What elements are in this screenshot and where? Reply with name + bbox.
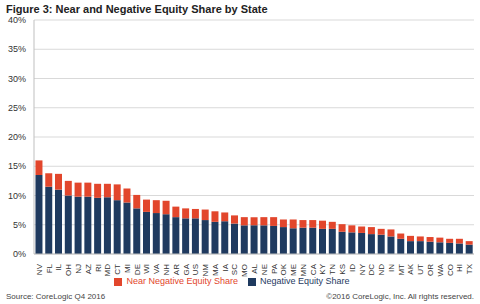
svg-text:NJ: NJ bbox=[74, 264, 83, 274]
html-text:Source: CoreLogic Q4 2016: Source: CoreLogic Q4 2016 bbox=[6, 292, 106, 301]
svg-text:5%: 5% bbox=[13, 220, 26, 230]
svg-text:HI: HI bbox=[455, 264, 464, 272]
svg-text:VA: VA bbox=[152, 263, 161, 274]
svg-text:CO: CO bbox=[446, 264, 455, 276]
svg-text:TX: TX bbox=[465, 263, 472, 274]
svg-text:KY: KY bbox=[318, 263, 327, 274]
svg-text:35%: 35% bbox=[8, 44, 26, 54]
svg-text:PA: PA bbox=[270, 263, 279, 274]
svg-text:15%: 15% bbox=[8, 161, 26, 171]
svg-text:OK: OK bbox=[279, 263, 288, 275]
svg-text:NE: NE bbox=[260, 264, 269, 275]
svg-text:30%: 30% bbox=[8, 74, 26, 84]
svg-text:FL: FL bbox=[45, 263, 54, 273]
svg-text:NV: NV bbox=[35, 263, 44, 275]
svg-text:AL: AL bbox=[250, 263, 259, 273]
svg-text:0%: 0% bbox=[13, 249, 26, 259]
svg-text:20%: 20% bbox=[8, 132, 26, 142]
svg-text:ME: ME bbox=[289, 264, 298, 276]
svg-text:OH: OH bbox=[64, 264, 73, 276]
svg-text:DE: DE bbox=[133, 264, 142, 275]
svg-text:MN: MN bbox=[299, 264, 308, 277]
svg-text:AK: AK bbox=[406, 263, 415, 274]
html-text:Near Negative Equity Share: Near Negative Equity Share bbox=[126, 276, 238, 286]
svg-text:DC: DC bbox=[367, 264, 376, 276]
svg-text:WI: WI bbox=[142, 264, 151, 274]
svg-text:MA: MA bbox=[211, 263, 220, 276]
svg-text:ID: ID bbox=[348, 264, 357, 272]
svg-text:CT: CT bbox=[113, 264, 122, 275]
svg-text:UT: UT bbox=[416, 264, 425, 275]
svg-text:IN: IN bbox=[387, 264, 396, 272]
svg-text:10%: 10% bbox=[8, 191, 26, 201]
svg-text:MO: MO bbox=[240, 264, 249, 277]
svg-text:OR: OR bbox=[426, 264, 435, 276]
html-text:Figure 3: Near and Negative Eq: Figure 3: Near and Negative Equity Share… bbox=[6, 3, 268, 15]
svg-text:US: US bbox=[191, 264, 200, 275]
svg-text:IA: IA bbox=[221, 263, 230, 271]
svg-text:NM: NM bbox=[201, 264, 210, 277]
svg-text:MT: MT bbox=[397, 264, 406, 276]
svg-text:WA: WA bbox=[436, 263, 445, 276]
svg-text:AZ: AZ bbox=[84, 264, 93, 274]
svg-text:IL: IL bbox=[54, 263, 63, 270]
svg-text:40%: 40% bbox=[8, 15, 26, 25]
svg-text:MD: MD bbox=[103, 264, 112, 277]
svg-text:GA: GA bbox=[182, 263, 191, 275]
svg-text:KS: KS bbox=[338, 264, 347, 275]
html-text:©2016 CoreLogic, Inc. All righ: ©2016 CoreLogic, Inc. All rights reserve… bbox=[326, 292, 474, 301]
svg-text:ND: ND bbox=[377, 264, 386, 276]
html-text:Negative Equity Share: Negative Equity Share bbox=[260, 276, 350, 286]
svg-text:AR: AR bbox=[172, 264, 181, 275]
svg-text:SC: SC bbox=[230, 264, 239, 275]
svg-text:CA: CA bbox=[309, 263, 318, 275]
svg-text:RI: RI bbox=[94, 264, 103, 272]
svg-text:TN: TN bbox=[328, 264, 337, 275]
svg-text:25%: 25% bbox=[8, 103, 26, 113]
svg-text:NY: NY bbox=[358, 263, 367, 275]
svg-text:NH: NH bbox=[162, 264, 171, 276]
svg-text:MI: MI bbox=[123, 264, 132, 273]
